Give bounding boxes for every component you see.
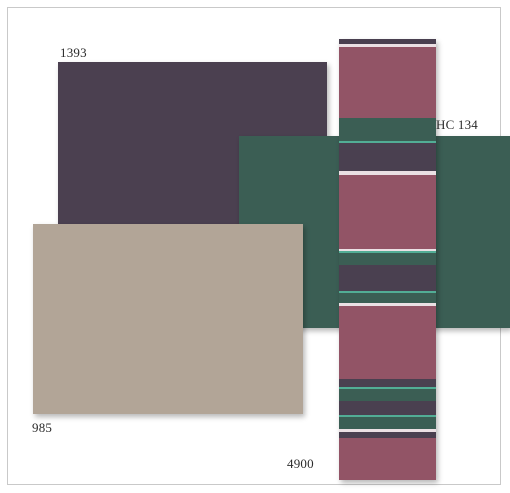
- swatch-board: 1393 HC 134 985 4900: [7, 7, 510, 485]
- strip-band-mint: [339, 251, 436, 253]
- strip-band-dark: [339, 143, 436, 171]
- strip-band-mint: [339, 141, 436, 143]
- strip-band-dark: [339, 401, 436, 415]
- strip-band-mint: [339, 415, 436, 417]
- strip-band-green: [339, 253, 436, 265]
- strip-band-light: [339, 249, 436, 251]
- strip-band-green: [339, 118, 436, 134]
- swatch-label-1393: 1393: [60, 45, 87, 60]
- strip-band-mint: [339, 291, 436, 293]
- strip-band-light: [339, 171, 436, 175]
- swatch-label-hc-134: HC 134: [436, 117, 479, 132]
- strip-band-green: [339, 417, 436, 429]
- strip-band-green: [339, 134, 436, 141]
- strip-band-light: [339, 44, 436, 47]
- swatch-label-4900: 4900: [287, 456, 314, 471]
- strip-band-mint: [339, 387, 436, 389]
- color-swatch-985: [33, 224, 303, 414]
- strip-band-dark: [339, 379, 436, 387]
- swatch-label-985: 985: [32, 420, 53, 435]
- color-strip-4900: [339, 39, 436, 480]
- strip-band-dark: [339, 265, 436, 291]
- strip-band-green: [339, 389, 436, 401]
- strip-band-light: [339, 303, 436, 306]
- strip-band-green: [339, 293, 436, 303]
- strip-band-dark: [339, 432, 436, 438]
- strip-band-dark: [339, 39, 436, 44]
- strip-band-light: [339, 429, 436, 432]
